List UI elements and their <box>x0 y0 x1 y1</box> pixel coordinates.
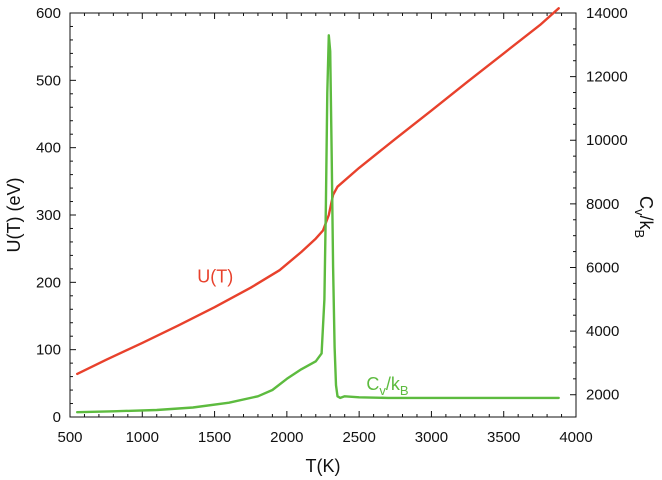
y-tick-label: 500 <box>36 72 61 89</box>
y2-title-main: C <box>636 196 656 209</box>
y2-title-sub1: v <box>632 209 647 216</box>
ticks-group <box>69 12 577 418</box>
y2-tick-label: 6000 <box>586 259 619 276</box>
x-tick-label: 1500 <box>198 429 231 446</box>
x-tick-label: 1000 <box>126 429 159 446</box>
cv-annotation-main: C <box>366 374 379 394</box>
u-annotation: U(T) <box>197 266 233 286</box>
labels-group: 500 1000 1500 2000 2500 3000 3500 4000 0 100 200 30… <box>36 5 628 446</box>
x-tick-label: 2000 <box>270 429 303 446</box>
cv-annotation: Cv/kB <box>366 374 408 398</box>
y2-title-sub2: B <box>632 230 647 239</box>
y-tick-label: 600 <box>36 5 61 22</box>
x-tick-label: 3000 <box>415 429 448 446</box>
y2-tick-label: 8000 <box>586 196 619 213</box>
y-tick-label: 100 <box>36 342 61 359</box>
y2-tick-label: 10000 <box>586 132 628 149</box>
cv-annotation-sub1: v <box>379 383 386 398</box>
x-tick-label: 4000 <box>559 429 592 446</box>
cv-series-line <box>75 34 560 414</box>
x-tick-label: 500 <box>57 429 82 446</box>
y-axis-title: U(T) (eV) <box>4 178 24 253</box>
u-series-line <box>75 7 560 376</box>
x-tick-label: 2500 <box>342 429 375 446</box>
y-tick-label: 0 <box>53 409 61 426</box>
y2-tick-label: 4000 <box>586 323 619 340</box>
plot-frame <box>69 12 577 418</box>
y2-axis-title: Cv/kB <box>632 196 656 238</box>
y2-tick-label: 2000 <box>586 387 619 404</box>
x-axis-title: T(K) <box>306 456 341 476</box>
y-tick-label: 200 <box>36 274 61 291</box>
cv-annotation-sep: /k <box>386 374 401 394</box>
y2-tick-label: 12000 <box>586 69 628 86</box>
y-tick-label: 300 <box>36 207 61 224</box>
y2-title-sep: /k <box>636 216 656 231</box>
cv-annotation-sub2: B <box>400 383 409 398</box>
y2-tick-label: 14000 <box>586 5 628 22</box>
series-group <box>75 7 560 414</box>
y-tick-label: 400 <box>36 140 61 157</box>
x-tick-label: 3500 <box>487 429 520 446</box>
